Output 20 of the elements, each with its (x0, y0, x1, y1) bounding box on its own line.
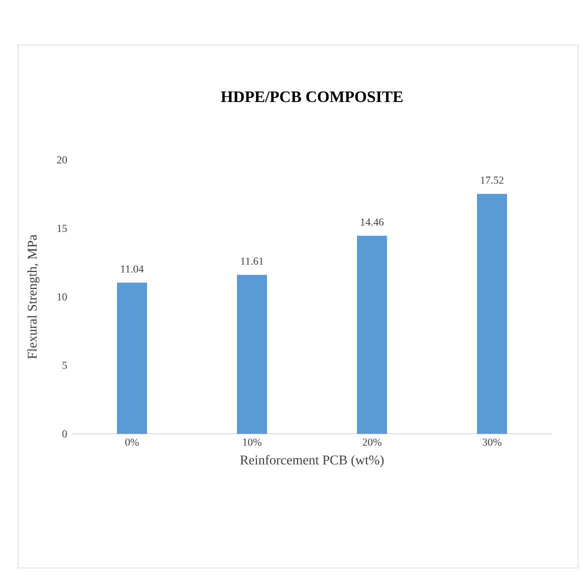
y-axis-title: Flexural Strength, MPa (27, 234, 40, 359)
y-tick-label: 15 (58, 224, 67, 232)
chart-title: HDPE/PCB COMPOSITE (220, 91, 403, 102)
y-tick-label: 0 (62, 430, 67, 438)
bar (237, 274, 267, 434)
x-tick-label: 10% (243, 438, 262, 446)
bar (117, 282, 147, 434)
x-axis-title: Reinforcement PCB (wt%) (240, 454, 384, 468)
y-tick-label: 5 (62, 362, 67, 369)
y-tick-label: 20 (57, 156, 67, 164)
x-tick-label: 20% (362, 438, 382, 446)
bar (357, 236, 387, 434)
y-tick-label: 10 (58, 293, 67, 300)
data-label: 14.46 (360, 218, 384, 226)
bar (476, 194, 507, 434)
data-label: 11.04 (121, 265, 144, 273)
data-label: 11.61 (241, 258, 264, 265)
x-tick-label: 30% (482, 438, 502, 446)
data-label: 17.52 (480, 176, 504, 184)
x-tick-label: 0% (125, 438, 139, 446)
